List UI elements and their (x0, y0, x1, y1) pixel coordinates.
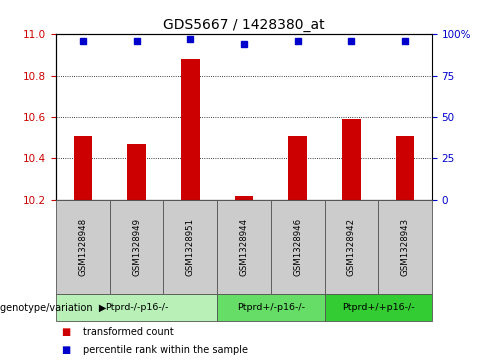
Bar (110, 200, 163, 294)
Bar (56, 200, 110, 294)
Bar (378, 200, 432, 294)
Bar (271, 200, 325, 294)
Bar (181, 59, 200, 200)
Bar (217, 200, 271, 294)
Bar (342, 119, 361, 200)
Bar (325, 294, 432, 321)
Bar (396, 136, 414, 200)
Text: transformed count: transformed count (83, 327, 174, 337)
Text: GSM1328951: GSM1328951 (186, 218, 195, 276)
Bar (56, 294, 217, 321)
Text: GSM1328943: GSM1328943 (401, 218, 409, 276)
Text: GSM1328946: GSM1328946 (293, 218, 302, 276)
Text: ■: ■ (61, 346, 70, 355)
Text: Ptprd-/-p16-/-: Ptprd-/-p16-/- (105, 303, 168, 312)
Title: GDS5667 / 1428380_at: GDS5667 / 1428380_at (163, 18, 325, 32)
Text: GSM1328942: GSM1328942 (347, 218, 356, 276)
Bar (127, 144, 146, 200)
Text: GSM1328949: GSM1328949 (132, 218, 141, 276)
Text: Ptprd+/-p16-/-: Ptprd+/-p16-/- (237, 303, 305, 312)
Bar (288, 136, 307, 200)
Bar (325, 200, 378, 294)
Text: GSM1328944: GSM1328944 (240, 218, 248, 276)
Bar (163, 200, 217, 294)
Text: Ptprd+/+p16-/-: Ptprd+/+p16-/- (342, 303, 414, 312)
Bar (217, 294, 325, 321)
Text: ■: ■ (61, 327, 70, 337)
Text: GSM1328948: GSM1328948 (79, 218, 87, 276)
Bar (74, 136, 92, 200)
Bar (235, 196, 253, 200)
Text: genotype/variation  ▶: genotype/variation ▶ (0, 303, 106, 313)
Text: percentile rank within the sample: percentile rank within the sample (83, 346, 248, 355)
